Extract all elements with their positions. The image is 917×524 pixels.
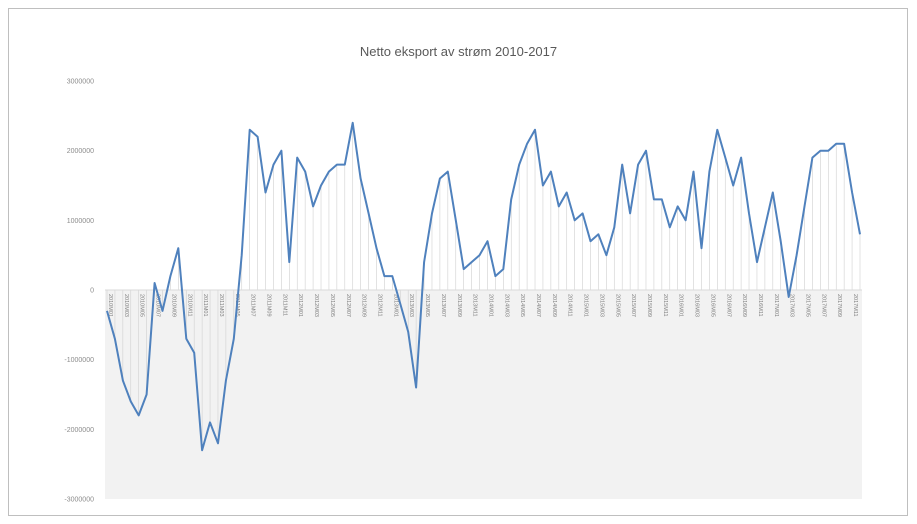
- y-tick-label: 1000000: [67, 218, 94, 225]
- x-tick-label: 2016M07: [725, 294, 731, 317]
- x-tick-label: 2017M07: [820, 294, 826, 317]
- x-tick-label: 2017M11: [852, 294, 858, 317]
- y-axis-tick-labels: 3000000 2000000 1000000 0 -1000000 -2000000 -3…: [64, 79, 94, 504]
- x-tick-label: 2011M11: [281, 294, 287, 316]
- x-tick-label: 2010M07: [155, 294, 161, 317]
- x-tick-label: 2012M09: [361, 294, 367, 317]
- x-tick-label: 2014M11: [567, 294, 573, 317]
- x-tick-label: 2010M09: [170, 294, 176, 317]
- x-tick-label: 2010M01: [107, 294, 113, 317]
- x-tick-label: 2017M09: [836, 294, 842, 317]
- x-tick-label: 2011M09: [266, 294, 272, 317]
- y-tick-label: -2000000: [64, 427, 94, 434]
- x-tick-label: 2012M07: [345, 294, 351, 317]
- x-tick-label: 2013M03: [408, 294, 414, 317]
- x-tick-label: 2013M05: [424, 294, 430, 317]
- x-tick-label: 2010M03: [123, 294, 129, 317]
- x-tick-label: 2017M01: [773, 294, 779, 317]
- x-tick-label: 2014M01: [487, 294, 493, 317]
- x-tick-label: 2014M03: [503, 294, 509, 317]
- x-tick-label: 2014M07: [535, 294, 541, 317]
- x-tick-label: 2011M03: [218, 294, 224, 317]
- x-tick-label: 2010M05: [139, 294, 145, 317]
- x-axis-tick-labels: 2010M01 2010M03 2010M05 2010M07 2010M09 2010M…: [107, 294, 858, 317]
- y-tick-label: -1000000: [64, 357, 94, 364]
- x-tick-label: 2016M03: [694, 294, 700, 317]
- x-tick-label: 2011M07: [250, 294, 256, 317]
- x-tick-label: 2016M01: [678, 294, 684, 317]
- x-tick-label: 2011M01: [202, 294, 208, 317]
- x-tick-label: 2016M05: [709, 294, 715, 317]
- x-tick-label: 2013M09: [456, 294, 462, 317]
- x-tick-label: 2016M11: [757, 294, 763, 317]
- x-tick-label: 2012M11: [376, 294, 382, 317]
- y-tick-label: 3000000: [67, 79, 94, 86]
- y-tick-label: 2000000: [67, 148, 94, 155]
- x-tick-label: 2010M11: [186, 294, 192, 317]
- x-tick-label: 2015M07: [630, 294, 636, 317]
- x-tick-label: 2013M07: [440, 294, 446, 317]
- x-tick-label: 2015M01: [583, 294, 589, 317]
- y-tick-label: -3000000: [64, 497, 94, 504]
- x-tick-label: 2014M09: [551, 294, 557, 317]
- chart-title: Netto eksport av strøm 2010-2017: [359, 44, 558, 59]
- x-tick-label: 2015M11: [662, 294, 668, 317]
- x-tick-label: 2012M01: [297, 294, 303, 317]
- x-tick-label: 2017M03: [789, 294, 795, 317]
- x-tick-label: 2017M05: [805, 294, 811, 317]
- x-tick-label: 2015M09: [646, 294, 652, 317]
- x-tick-label: 2012M05: [329, 294, 335, 317]
- negative-region-band: [105, 290, 862, 499]
- x-tick-label: 2013M01: [392, 294, 398, 317]
- x-tick-label: 2014M05: [519, 294, 525, 317]
- x-tick-label: 2013M11: [472, 294, 478, 317]
- series-line: [106, 121, 861, 452]
- y-tick-label: 0: [90, 288, 94, 295]
- x-tick-label: 2015M03: [598, 294, 604, 317]
- x-tick-label: 2016M09: [741, 294, 747, 317]
- x-tick-label: 2012M03: [313, 294, 319, 317]
- x-tick-label: 2015M05: [614, 294, 620, 317]
